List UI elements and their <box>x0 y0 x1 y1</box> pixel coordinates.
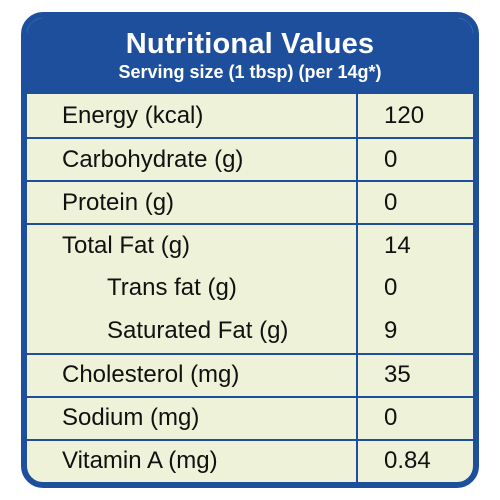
nutrition-table: Energy (kcal) 120 Carbohydrate (g) 0 Pro… <box>27 94 473 482</box>
nutrient-row-sodium: Sodium (mg) 0 <box>27 395 473 439</box>
nutrient-row-saturated-fat: Saturated Fat (g) 9 <box>27 309 473 352</box>
nutrient-row-total-fat: Total Fat (g) 14 <box>27 223 473 266</box>
nutrient-label: Trans fat (g) <box>107 273 237 301</box>
nutrient-label: Carbohydrate (g) <box>62 145 244 173</box>
nutrient-value: 0 <box>384 404 398 432</box>
nutrient-label: Total Fat (g) <box>62 231 191 259</box>
nutrition-facts-panel: Nutritional Values Serving size (1 tbsp)… <box>21 12 479 488</box>
serving-size: Serving size (1 tbsp) (per 14g*) <box>118 62 382 82</box>
column-divider <box>356 94 358 482</box>
nutrient-label: Saturated Fat (g) <box>107 317 289 345</box>
nutrient-label: Protein (g) <box>62 188 175 216</box>
nutrition-header: Nutritional Values Serving size (1 tbsp)… <box>27 18 473 94</box>
nutrient-value: 35 <box>384 361 411 389</box>
nutrient-value: 9 <box>384 317 398 345</box>
nutrient-label: Cholesterol (mg) <box>62 361 240 389</box>
nutrient-value: 14 <box>384 231 411 259</box>
nutrient-row-carbohydrate: Carbohydrate (g) 0 <box>27 137 473 180</box>
nutrient-value: 120 <box>384 101 425 129</box>
nutrient-value: 0 <box>384 273 398 301</box>
nutrient-row-protein: Protein (g) 0 <box>27 180 473 223</box>
nutrient-label: Sodium (mg) <box>62 404 200 432</box>
nutrient-row-cholesterol: Cholesterol (mg) 35 <box>27 352 473 396</box>
nutrient-label: Energy (kcal) <box>62 101 204 129</box>
nutrient-value: 0.84 <box>384 447 431 475</box>
nutrient-value: 0 <box>384 145 398 173</box>
nutrient-value: 0 <box>384 188 398 216</box>
nutrient-row-energy: Energy (kcal) 120 <box>27 94 473 137</box>
nutrient-label: Vitamin A (mg) <box>62 447 218 475</box>
nutrient-row-vitamin-a: Vitamin A (mg) 0.84 <box>27 438 473 482</box>
nutrient-row-trans-fat: Trans fat (g) 0 <box>27 266 473 309</box>
nutrition-title: Nutritional Values <box>125 28 375 60</box>
